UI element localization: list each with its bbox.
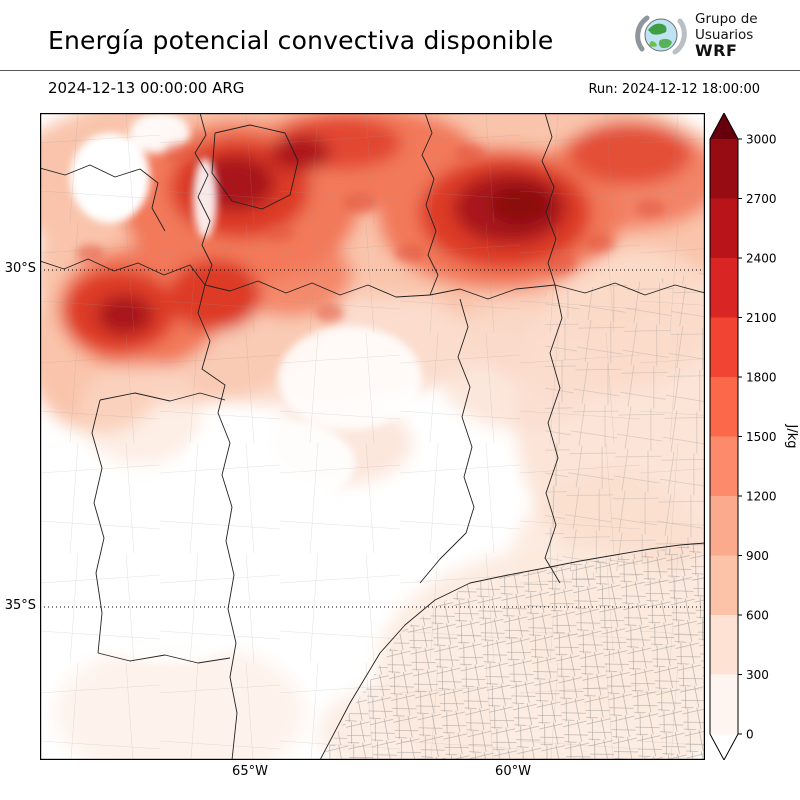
colorbar-tick-label: 2700	[746, 192, 777, 206]
colorbar-segment	[710, 436, 738, 497]
colorbar-tick-label: 1800	[746, 371, 777, 385]
colorbar-tick-label: 1200	[746, 490, 777, 504]
colorbar-segment	[710, 139, 738, 200]
colorbar-segment	[710, 496, 738, 557]
run-time-label: Run: 2024-12-12 18:00:00	[588, 82, 760, 97]
colorbar-tick-label: 300	[746, 668, 769, 682]
logo-line3: WRF	[695, 40, 738, 60]
cape-map	[40, 113, 705, 760]
lat-gridlines	[40, 269, 705, 608]
colorbar-segment	[710, 377, 738, 438]
lon-tick-65w: 65°W	[232, 764, 268, 779]
colorbar: 3000 2700 2400 2100 1800 1500 1200 900 600 300 0 J/…	[706, 113, 800, 760]
globe-icon	[634, 8, 688, 62]
logo-line2: Usuarios	[695, 26, 754, 43]
colorbar-segment	[710, 258, 738, 319]
colorbar-unit-label: J/kg	[784, 424, 799, 449]
colorbar-segment	[710, 198, 738, 259]
colorbar-over-arrow	[710, 113, 738, 139]
logo-text: Grupo de Usuarios WRF	[695, 11, 758, 60]
header-divider	[0, 70, 800, 71]
wrf-logo: Grupo de Usuarios WRF	[634, 8, 758, 62]
colorbar-segment	[710, 555, 738, 616]
lat-tick-35s: 35°S	[4, 598, 36, 613]
colorbar-tick-label: 2400	[746, 252, 777, 266]
departments-mesh-buenos-aires	[320, 543, 705, 760]
lon-tick-60w: 60°W	[495, 764, 531, 779]
colorbar-tick-label: 1500	[746, 430, 777, 444]
colorbar-segment	[710, 674, 738, 735]
departments-mesh-entre-rios	[545, 273, 705, 583]
colorbar-tick-label: 2100	[746, 311, 777, 325]
valid-time-label: 2024-12-13 00:00:00 ARG	[48, 79, 245, 97]
cape-map-svg	[40, 113, 705, 760]
page-title: Energía potencial convectiva disponible	[48, 26, 554, 55]
colorbar-tick-label: 0	[746, 728, 754, 742]
colorbar-segment	[710, 317, 738, 378]
province-boundaries	[40, 113, 705, 760]
colorbar-segment	[710, 615, 738, 676]
colorbar-tick-label: 900	[746, 549, 769, 563]
lat-tick-30s: 30°S	[4, 261, 36, 276]
logo-line1: Grupo de	[695, 10, 758, 27]
colorbar-tick-label: 3000	[746, 133, 777, 147]
colorbar-svg: 30002700240021001800150012009006003000J/…	[709, 113, 799, 760]
colorbar-tick-label: 600	[746, 609, 769, 623]
map-border	[40, 113, 705, 760]
colorbar-under-arrow	[710, 734, 738, 760]
